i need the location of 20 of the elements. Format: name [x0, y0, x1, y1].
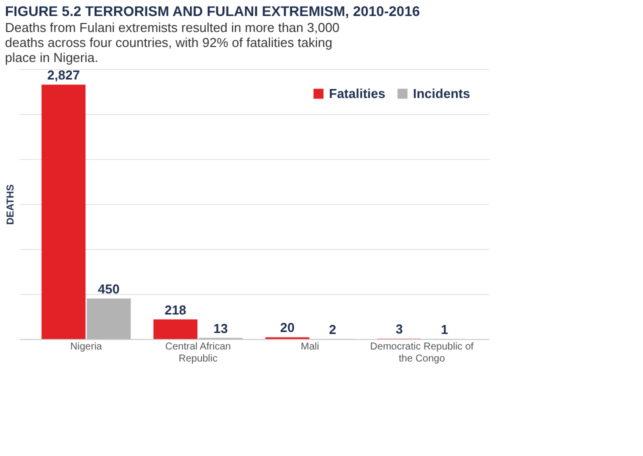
data-label: 2 — [328, 322, 336, 337]
x-tick-label: Mali — [300, 342, 320, 352]
x-tick-label: Central African Republic — [165, 342, 231, 364]
legend-label: Fatalities — [329, 86, 386, 101]
data-label: 1 — [440, 322, 448, 337]
chart-subtitle: Deaths from Fulani extremists resulted in more than 3,000 deaths across four countries, with 92% of fatalities taking place in Nigeria. — [5, 20, 340, 65]
data-label: 2,827 — [47, 68, 80, 83]
data-label: 450 — [98, 282, 120, 296]
y-axis-title: DEATHS — [6, 184, 16, 225]
data-label: 13 — [213, 320, 228, 336]
x-tick-label: Nigeria — [70, 342, 102, 352]
x-tick-label: Democratic Republic of the Congo — [370, 342, 474, 364]
bar — [42, 84, 86, 339]
bar — [153, 319, 198, 339]
data-label: 20 — [280, 320, 295, 336]
bar — [86, 298, 131, 339]
legend-label: Incidents — [413, 86, 470, 101]
chart-title: FIGURE 5.2 TERRORISM AND FULANI EXTREMISM, 2010-2016 — [5, 3, 420, 19]
data-label: 3 — [396, 322, 403, 337]
data-label: 218 — [164, 302, 186, 318]
